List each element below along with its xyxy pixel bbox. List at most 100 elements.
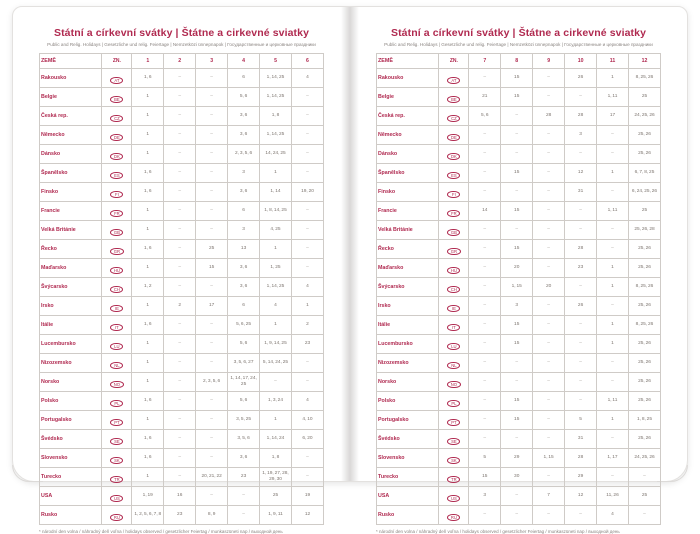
column-header: ZN. xyxy=(101,53,133,69)
holiday-dates-cell: 6, 7, 8, 25 xyxy=(627,162,662,183)
holiday-dates-cell: 25, 26 xyxy=(627,143,662,164)
country-code-cell: DE xyxy=(101,124,133,145)
holiday-dates-cell: 5, 6, 25 xyxy=(227,314,261,335)
holiday-dates-cell: 12 xyxy=(564,162,598,183)
holiday-dates-cell: 15 xyxy=(500,200,534,221)
table-row: Irsko IE –3–26–25, 26 xyxy=(375,295,662,316)
holiday-dates-cell: – xyxy=(195,485,229,506)
country-code-cell: PT xyxy=(438,409,470,430)
country-code-cell: NL xyxy=(438,352,470,373)
holiday-dates-cell: 1 xyxy=(131,295,165,316)
column-header: 2 xyxy=(163,53,197,69)
holiday-dates-cell: – xyxy=(195,124,229,145)
holiday-dates-cell: – xyxy=(290,447,325,468)
holiday-dates-cell: 1 xyxy=(131,371,165,392)
table-row: Norsko NO 1–2, 3, 5, 6 1, 14, 17, 24, 25– – xyxy=(38,371,325,392)
country-code-badge: ES xyxy=(110,171,124,180)
holiday-dates-cell: 1, 19, 27, 28, 29, 30 xyxy=(259,466,292,487)
country-code-badge: NO xyxy=(110,380,124,389)
holiday-dates-cell: 3, 6 xyxy=(227,447,261,468)
country-code-cell: FI xyxy=(438,181,470,202)
holiday-dates-cell: – xyxy=(468,314,502,335)
holiday-dates-cell: – xyxy=(468,295,502,316)
holiday-dates-cell: 25 xyxy=(195,238,229,259)
country-name: Irsko xyxy=(38,295,103,316)
country-code-cell: RU xyxy=(438,504,470,525)
column-header: 12 xyxy=(627,53,662,69)
holiday-dates-cell: – xyxy=(532,181,566,202)
country-code-badge: ES xyxy=(447,171,461,180)
holiday-dates-cell: 8, 25, 26 xyxy=(627,67,662,88)
table-row: Španělsko ES 1, 6– –3 1– xyxy=(38,162,325,183)
country-code-badge: DE xyxy=(110,133,124,142)
table-row: Německo DE – – –3–25, 26 xyxy=(375,124,662,145)
country-name: USA xyxy=(38,485,103,506)
holiday-dates-cell: 17 xyxy=(596,105,629,126)
holiday-dates-cell: – xyxy=(163,390,197,411)
holiday-dates-cell: 1 xyxy=(290,295,325,316)
holiday-dates-cell: – xyxy=(596,181,629,202)
holiday-dates-cell: 15 xyxy=(500,67,534,88)
holiday-dates-cell: – xyxy=(195,390,229,411)
footnote: * národní den volna / náhradný deň voľna… xyxy=(376,528,620,534)
table-row: Turecko TR 1–20, 21, 22 23 1, 19, 27, 28, 29… xyxy=(38,466,325,487)
holiday-dates-cell: – xyxy=(290,352,325,373)
holiday-dates-cell: 1 xyxy=(131,219,165,240)
holiday-dates-cell: 3 xyxy=(500,295,534,316)
holiday-dates-cell: 26 xyxy=(564,295,598,316)
holiday-dates-cell: 1 xyxy=(131,105,165,126)
holiday-dates-cell: 25 xyxy=(627,86,662,107)
holiday-dates-cell: 1, 2 xyxy=(131,276,165,297)
country-code-cell: NO xyxy=(438,371,470,392)
holiday-dates-cell: 1, 9, 11 xyxy=(259,504,292,525)
country-code-cell: FR xyxy=(101,200,133,221)
table-row: Švýcarsko CH –1, 15 20–1 8, 25, 26 xyxy=(375,276,662,297)
holiday-dates-cell: 8, 9 xyxy=(195,504,229,525)
country-code-cell: AT xyxy=(101,67,133,88)
country-code-cell: IE xyxy=(101,295,133,316)
holiday-dates-cell: 3, 6 xyxy=(227,124,261,145)
holiday-dates-cell: – xyxy=(195,181,229,202)
left-page: Státní a církevní svátky | Štátne a cirk… xyxy=(13,7,350,534)
country-code-cell: IT xyxy=(101,314,133,335)
holiday-dates-cell: – xyxy=(532,124,566,145)
holiday-dates-cell: – xyxy=(564,352,598,373)
country-name: USA xyxy=(375,485,440,506)
holiday-dates-cell: – xyxy=(290,219,325,240)
country-code-badge: SK xyxy=(447,456,461,465)
holiday-dates-cell: 1, 14, 17, 24, 25 xyxy=(227,371,261,392)
table-row: Polsko PL 1, 6– –5, 6 1, 3, 24 4 xyxy=(38,390,325,411)
holiday-dates-cell: 15 xyxy=(500,409,534,430)
holiday-dates-cell: – xyxy=(532,333,566,354)
country-name: Itálie xyxy=(38,314,103,335)
holiday-dates-cell: 5 xyxy=(564,409,598,430)
country-name: Nizozemsko xyxy=(38,352,103,373)
country-name: Velká Británie xyxy=(375,219,440,240)
footnote: * národní den volna / náhradný deň voľna… xyxy=(39,528,283,534)
holiday-dates-cell: 12 xyxy=(290,504,325,525)
holiday-dates-cell: – xyxy=(468,67,502,88)
country-name: Řecko xyxy=(375,238,440,259)
country-code-badge: IT xyxy=(447,323,461,332)
holiday-dates-cell: – xyxy=(532,409,566,430)
diary-book: Státní a církevní svátky | Štátne a cirk… xyxy=(12,6,688,534)
holiday-dates-cell: – xyxy=(532,200,566,221)
holiday-dates-cell: 4 xyxy=(290,390,325,411)
country-code-badge: PT xyxy=(447,418,461,427)
country-name: Rakousko xyxy=(375,67,440,88)
holiday-dates-cell: 2, 3, 5, 6 xyxy=(227,143,261,164)
holiday-dates-cell: – xyxy=(532,257,566,278)
holiday-dates-cell: 25 xyxy=(627,485,662,506)
holiday-dates-cell: 1 xyxy=(131,333,165,354)
country-code-badge: NL xyxy=(110,361,124,370)
table-row: Česká rep. CZ 1– –3, 6 1, 8– xyxy=(38,105,325,126)
holiday-dates-cell: 15 xyxy=(500,333,534,354)
holiday-dates-cell: – xyxy=(195,219,229,240)
holiday-dates-cell: 1 xyxy=(259,238,292,259)
holiday-dates-cell: – xyxy=(532,162,566,183)
holiday-dates-cell: 15 xyxy=(468,466,502,487)
holiday-dates-cell: – xyxy=(532,352,566,373)
holiday-dates-cell: 4 xyxy=(290,67,325,88)
holiday-dates-cell: – xyxy=(195,67,229,88)
holiday-dates-cell: – xyxy=(195,86,229,107)
